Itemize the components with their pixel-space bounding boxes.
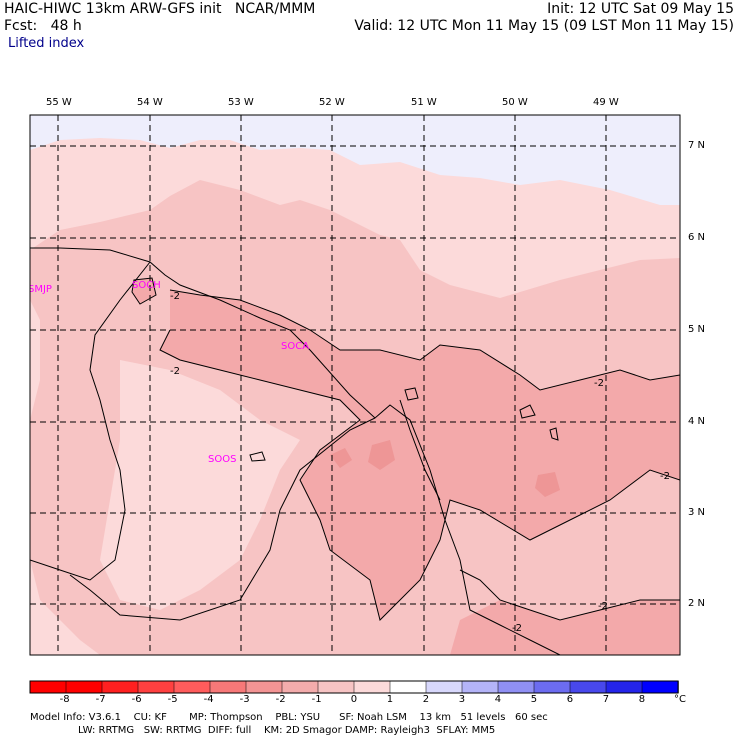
contour-label: -2	[594, 378, 604, 389]
colorbar-tick: 3	[458, 694, 466, 705]
colorbar-swatch	[353, 680, 391, 694]
colorbar-tick: 5	[530, 694, 538, 705]
colorbar-swatch	[209, 680, 247, 694]
colorbar-swatch	[173, 680, 211, 694]
li-core-3	[535, 472, 560, 497]
colorbar-swatch	[245, 680, 283, 694]
colorbar-tick: -7	[95, 694, 106, 705]
contour-label: -2	[598, 601, 608, 612]
contour-line	[549, 427, 559, 441]
colorbar-tick: 2	[422, 694, 430, 705]
longitude-label: 51 W	[411, 97, 437, 108]
colorbar-tick: -2	[275, 694, 286, 705]
colorbar-tick: -6	[131, 694, 142, 705]
contour-label: -2	[170, 366, 180, 377]
colorbar-swatch	[65, 680, 103, 694]
latitude-label: 7 N	[688, 140, 706, 151]
longitude-label: 53 W	[228, 97, 254, 108]
colorbar-tick: 7	[602, 694, 610, 705]
colorbar-swatch	[389, 680, 427, 694]
colorbar-tick: 8	[638, 694, 646, 705]
li-core-1	[330, 448, 352, 468]
colorbar-frame	[29, 680, 679, 694]
contour-line	[159, 329, 680, 621]
station-label: SMJP	[28, 284, 52, 295]
colorbar-tick: -5	[167, 694, 178, 705]
li-core-2	[368, 440, 395, 470]
colorbar-swatch	[569, 680, 607, 694]
field-name: Lifted index	[8, 36, 85, 51]
model-info-line1: Model Info: V3.6.1 CU: KF MP: Thompson P…	[30, 712, 548, 723]
coastline	[30, 247, 561, 655]
colorbar-swatch	[497, 680, 535, 694]
station-label: SOOS	[208, 454, 236, 465]
latitude-label: 3 N	[688, 507, 706, 518]
colorbar-swatch	[29, 680, 67, 694]
map-frame	[29, 114, 681, 656]
contour-line	[131, 277, 157, 305]
colorbar-swatch	[137, 680, 175, 694]
latitude-label: 4 N	[688, 416, 706, 427]
title-line: HAIC-HIWC 13km ARW-GFS init NCAR/MMM	[4, 1, 316, 17]
latitude-label: 6 N	[688, 232, 706, 243]
colorbar-tick: -3	[239, 694, 250, 705]
colorbar-tick: -1	[311, 694, 322, 705]
colorbar-tick: -8	[59, 694, 70, 705]
border-line	[399, 399, 441, 501]
station-label: SOCH	[132, 280, 161, 291]
contour-label: -2	[660, 471, 670, 482]
latitude-label: 5 N	[688, 324, 706, 335]
forecast-hour: Fcst: 48 h	[4, 18, 82, 34]
colorbar-tick: 1	[386, 694, 394, 705]
colorbar-swatch	[317, 680, 355, 694]
longitude-label: 55 W	[46, 97, 72, 108]
colorbar-tick: 0	[350, 694, 358, 705]
border-line	[30, 261, 151, 581]
model-info-line2: LW: RRTMG SW: RRTMG DIFF: full KM: 2D Sm…	[78, 725, 496, 736]
border-line	[69, 417, 376, 621]
colorbar-tick: -4	[203, 694, 214, 705]
init-time: Init: 12 UTC Sat 09 May 15	[547, 1, 734, 17]
li-unstable-south	[450, 600, 680, 655]
colorbar-swatch	[641, 680, 679, 694]
li-light-left	[30, 300, 100, 655]
contour-line	[459, 569, 680, 621]
longitude-label: 52 W	[319, 97, 345, 108]
colorbar-tick: 4	[494, 694, 502, 705]
longitude-label: 50 W	[502, 97, 528, 108]
station-label: SOCA	[281, 341, 309, 352]
colorbar-swatch	[281, 680, 319, 694]
li-stable-region	[30, 115, 680, 205]
contour-line	[249, 451, 266, 462]
valid-time: Valid: 12 UTC Mon 11 May 15 (09 LST Mon …	[354, 18, 734, 34]
li-unstable-band	[160, 290, 680, 620]
colorbar-tick: 6	[566, 694, 574, 705]
latitude-label: 2 N	[688, 598, 706, 609]
contour-line	[519, 404, 536, 419]
contour-line	[169, 289, 680, 391]
longitude-label: 54 W	[137, 97, 163, 108]
contour-label: -2	[170, 291, 180, 302]
colorbar-swatch	[425, 680, 463, 694]
colorbar-swatch	[461, 680, 499, 694]
colorbar-swatch	[101, 680, 139, 694]
colorbar-swatch	[605, 680, 643, 694]
contour-line	[404, 387, 419, 401]
colorbar-unit: °C	[674, 694, 686, 705]
longitude-label: 49 W	[593, 97, 619, 108]
colorbar-swatch	[533, 680, 571, 694]
contour-label: -2	[512, 623, 522, 634]
